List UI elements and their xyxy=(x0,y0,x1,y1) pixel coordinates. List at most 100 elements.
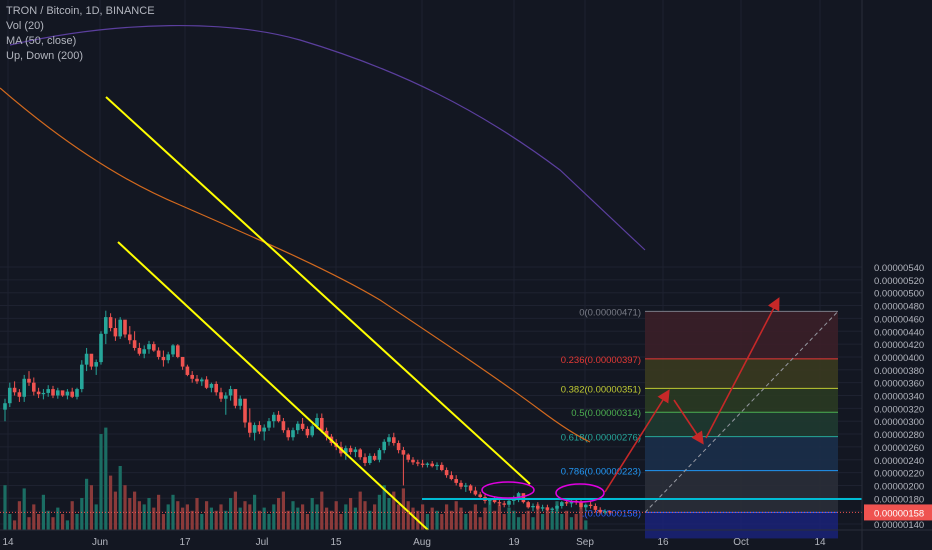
candle-body xyxy=(32,382,36,392)
candle-body xyxy=(286,430,290,438)
volume-bar xyxy=(358,491,362,530)
volume-bar xyxy=(387,498,391,530)
candle-body xyxy=(320,417,324,431)
volume-bar xyxy=(281,491,285,530)
ma200-line xyxy=(9,25,646,251)
volume-bar xyxy=(550,510,554,530)
chart-legend: TRON / Bitcoin, 1D, BINANCE Vol (20) MA … xyxy=(6,4,155,64)
volume-bar xyxy=(377,494,381,530)
fib-level-label: 0.786(0.00000223) xyxy=(561,467,641,478)
price-axis-label: 0.00000340 xyxy=(874,392,924,403)
time-axis-label: Jun xyxy=(92,537,108,548)
volume-bar xyxy=(253,494,257,530)
candle-body xyxy=(372,455,377,460)
candle-body xyxy=(593,506,598,510)
candle-body xyxy=(248,422,252,433)
volume-bar xyxy=(305,514,309,530)
candle-body xyxy=(128,334,132,341)
candle-body xyxy=(531,506,535,508)
candle-body xyxy=(305,428,310,436)
candle-body xyxy=(262,427,266,432)
candle-body xyxy=(195,378,199,382)
volume-bar xyxy=(137,501,141,530)
price-axis-label: 0.00000140 xyxy=(874,520,924,531)
time-axis-label: Jul xyxy=(256,537,269,548)
candle-body xyxy=(60,390,65,396)
candle-body xyxy=(209,383,214,388)
volume-bar xyxy=(161,514,165,530)
candle-body xyxy=(425,463,430,465)
candle-body xyxy=(171,345,175,355)
candle-body xyxy=(238,398,242,406)
price-axis-label: 0.00000220 xyxy=(874,469,924,480)
time-axis-label: 19 xyxy=(508,537,520,548)
volume-bar xyxy=(166,504,170,530)
price-axis-label: 0.00000540 xyxy=(874,263,924,274)
candle-body xyxy=(464,485,468,487)
time-axis-label: 17 xyxy=(179,537,191,548)
volume-bar xyxy=(224,510,228,530)
candle-body xyxy=(185,366,190,375)
volume-bar xyxy=(277,498,281,530)
volume-bar xyxy=(430,507,434,530)
candle-body xyxy=(382,441,386,451)
updown-indicator-label[interactable]: Up, Down (200) xyxy=(6,50,84,62)
volume-bar xyxy=(8,514,12,530)
candle-body xyxy=(243,398,247,423)
candle-body xyxy=(94,362,98,367)
volume-bar xyxy=(243,501,247,530)
price-axis-label: 0.00000280 xyxy=(874,430,924,441)
fib-level-label: 0.236(0.00000397) xyxy=(561,355,641,366)
candle-body xyxy=(560,502,564,507)
price-axis-label: 0.00000360 xyxy=(874,379,924,390)
fib-zone xyxy=(645,436,838,471)
volume-bar xyxy=(411,507,415,530)
volume-bar xyxy=(469,510,473,530)
volume-bar xyxy=(502,514,506,530)
candle-body xyxy=(387,437,391,442)
volume-bar xyxy=(449,510,453,530)
candle-body xyxy=(324,430,329,437)
price-axis-label: 0.00000180 xyxy=(874,494,924,505)
candle-body xyxy=(104,317,108,334)
candle-body xyxy=(406,454,410,460)
time-axis-label: 16 xyxy=(657,537,669,548)
candle-body xyxy=(137,347,142,354)
volume-bar xyxy=(214,510,218,530)
volume-bar xyxy=(493,510,497,530)
volume-bar xyxy=(483,507,487,530)
volume-bar xyxy=(209,507,213,530)
candle-body xyxy=(478,494,482,498)
volume-indicator-label[interactable]: Vol (20) xyxy=(6,20,44,32)
volume-bar xyxy=(545,507,549,530)
candle-body xyxy=(118,319,122,337)
volume-bar xyxy=(113,491,117,530)
volume-bar xyxy=(579,507,583,530)
volume-bar xyxy=(373,504,377,530)
price-axis-label: 0.00000380 xyxy=(874,366,924,377)
candle-body xyxy=(488,499,492,501)
volume-bar xyxy=(118,466,122,530)
volume-bar xyxy=(512,510,516,530)
candle-body xyxy=(401,450,406,455)
volume-bar xyxy=(157,494,161,530)
volume-bar xyxy=(142,504,146,530)
fib-trend-line xyxy=(644,310,839,513)
volume-bar xyxy=(176,501,180,530)
ma-indicator-label[interactable]: MA (50, close) xyxy=(6,35,77,47)
candle-body xyxy=(411,459,415,463)
candle-body xyxy=(161,356,166,361)
price-axis-label: 0.00000240 xyxy=(874,456,924,467)
candle-body xyxy=(555,506,559,509)
candle-body xyxy=(75,389,79,397)
candle-body xyxy=(12,387,17,393)
price-axis-label: 0.00000400 xyxy=(874,353,924,364)
volume-bar xyxy=(497,504,501,530)
candle-body xyxy=(46,389,50,393)
volume-bar xyxy=(99,434,103,530)
candle-body xyxy=(348,448,353,453)
candle-body xyxy=(281,421,286,431)
time-axis-label: Sep xyxy=(576,537,594,548)
volume-bar xyxy=(94,504,98,530)
